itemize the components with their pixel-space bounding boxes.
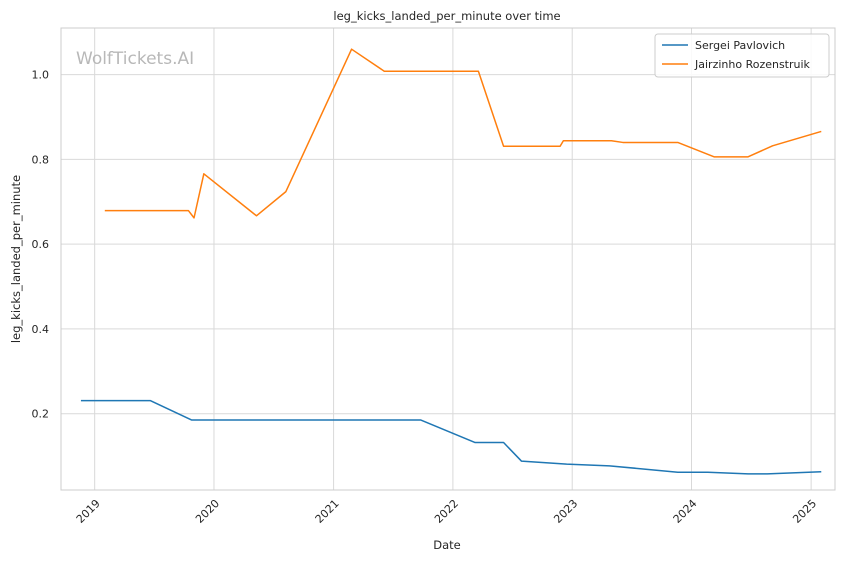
watermark-text: WolfTickets.AI	[76, 49, 194, 69]
y-axis-label: leg_kicks_landed_per_minute	[9, 175, 23, 343]
series-line-jairzinho-rozenstruik	[104, 48, 822, 219]
y-tick-label: 1.0	[32, 69, 50, 82]
grid	[61, 28, 835, 490]
x-tick-label: 2019	[74, 497, 103, 526]
y-axis-ticks: 0.2 0.4 0.6 0.8 1.0	[32, 69, 50, 421]
y-tick-label: 0.8	[32, 153, 50, 166]
y-tick-label: 0.4	[32, 323, 50, 336]
plot-frame	[60, 27, 836, 491]
x-tick-label: 2025	[790, 497, 819, 526]
legend-label-sergei-pavlovich: Sergei Pavlovich	[695, 39, 785, 52]
legend-label-jairzinho-rozenstruik: Jairzinho Rozenstruik	[694, 58, 811, 71]
x-tick-label: 2023	[551, 497, 580, 526]
x-axis-ticks: 2019 2020 2021 2022 2023 2024 2025	[74, 497, 819, 526]
y-tick-label: 0.2	[32, 408, 50, 421]
x-tick-label: 2021	[313, 497, 342, 526]
x-axis-label: Date	[433, 538, 461, 552]
legend-box	[654, 33, 830, 78]
y-tick-label: 0.6	[32, 238, 50, 251]
x-tick-label: 2022	[432, 497, 461, 526]
legend: Sergei Pavlovich Jairzinho Rozenstruik	[654, 33, 830, 78]
chart-title: leg_kicks_landed_per_minute over time	[333, 9, 560, 23]
x-tick-label: 2020	[193, 497, 222, 526]
series-lines	[80, 48, 822, 475]
x-tick-label: 2024	[671, 497, 700, 526]
series-line-sergei-pavlovich	[80, 399, 822, 475]
